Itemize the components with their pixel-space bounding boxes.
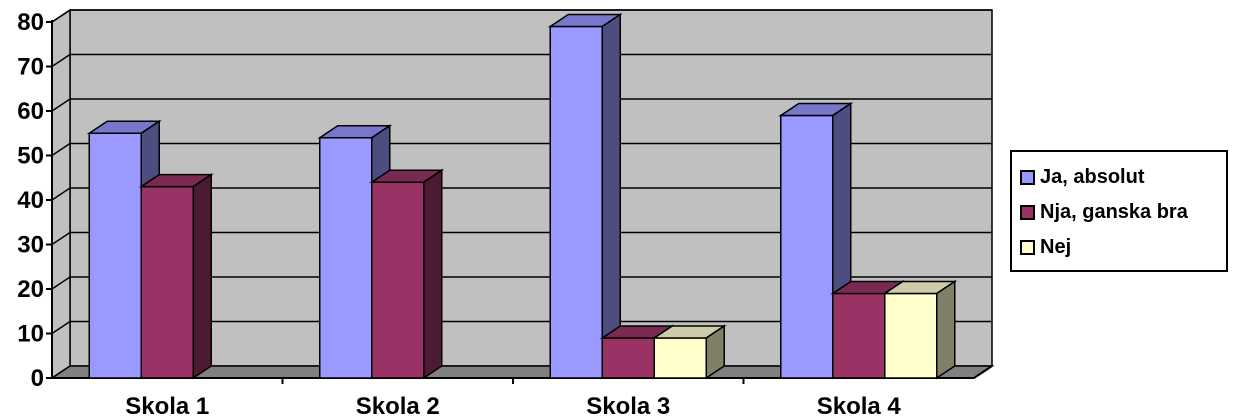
x-tick-label: Skola 1 (125, 393, 209, 420)
gridline-side (51, 142, 71, 157)
y-tick-label: 30 (17, 232, 44, 259)
bar-skola-2-ja-absolut (319, 136, 373, 379)
gridline-side (51, 9, 71, 23)
bar-skola-1-nja-ganska-bra (140, 185, 194, 379)
floor-edge (973, 365, 993, 379)
y-tick-label: 40 (17, 187, 44, 214)
bar-skola-1-ja-absolut (88, 132, 142, 379)
gridline-side (51, 320, 71, 335)
legend-swatch-ja-absolut (1020, 170, 1035, 185)
legend-swatch-nej (1020, 240, 1035, 255)
bar-skola-4-ja-absolut (780, 114, 834, 379)
gridline-side (51, 231, 71, 246)
bar-skola-3-ja-absolut-side (601, 13, 621, 380)
y-tick-label: 80 (17, 9, 44, 36)
gridline-side (51, 276, 71, 290)
bar-skola-3-ja-absolut (549, 25, 603, 379)
legend: Ja, absolut Nja, ganska bra Nej (1010, 150, 1228, 272)
bar-skola-4-nej (884, 292, 938, 379)
x-tick-label: Skola 3 (586, 393, 670, 420)
bar-chart: 0 10 20 30 40 50 60 70 80 Skola 1 Skola 2 Skola 3 Sk… (17, 8, 995, 420)
bar-skola-3-nej-side (705, 324, 725, 380)
legend-item-nej: Nej (1020, 230, 1226, 265)
y-tick-label: 10 (17, 321, 44, 348)
y-tick-label: 70 (17, 54, 44, 81)
y-tick-label: 0 (31, 365, 44, 392)
legend-item-ja-absolut: Ja, absolut (1020, 160, 1226, 195)
x-tick-label: Skola 2 (356, 393, 440, 420)
bar-skola-3-nej (653, 337, 707, 379)
legend-label-nja-ganska-bra: Nja, ganska bra (1040, 201, 1188, 223)
bar-skola-2-nja-ganska-bra-side (423, 168, 443, 380)
y-tick-label: 50 (17, 143, 44, 170)
legend-label-ja-absolut: Ja, absolut (1040, 166, 1145, 188)
x-tick-label: Skola 4 (817, 393, 902, 420)
bar-skola-4-nja-ganska-bra (832, 292, 886, 379)
bar-skola-2-nja-ganska-bra (371, 181, 425, 379)
legend-swatch-nja-ganska-bra (1020, 205, 1035, 220)
y-tick-label: 60 (17, 98, 44, 125)
legend-item-nja-ganska-bra: Nja, ganska bra (1020, 195, 1226, 230)
y-tick-label: 20 (17, 276, 44, 303)
gridline-side (51, 53, 71, 68)
gridline-side (51, 187, 71, 201)
bar-skola-4-nej-side (936, 280, 956, 380)
gridline-side (51, 98, 71, 112)
legend-label-nej: Nej (1040, 236, 1072, 258)
bar-skola-3-nja-ganska-bra (601, 337, 655, 379)
bar-skola-1-nja-ganska-bra-side (192, 173, 212, 380)
